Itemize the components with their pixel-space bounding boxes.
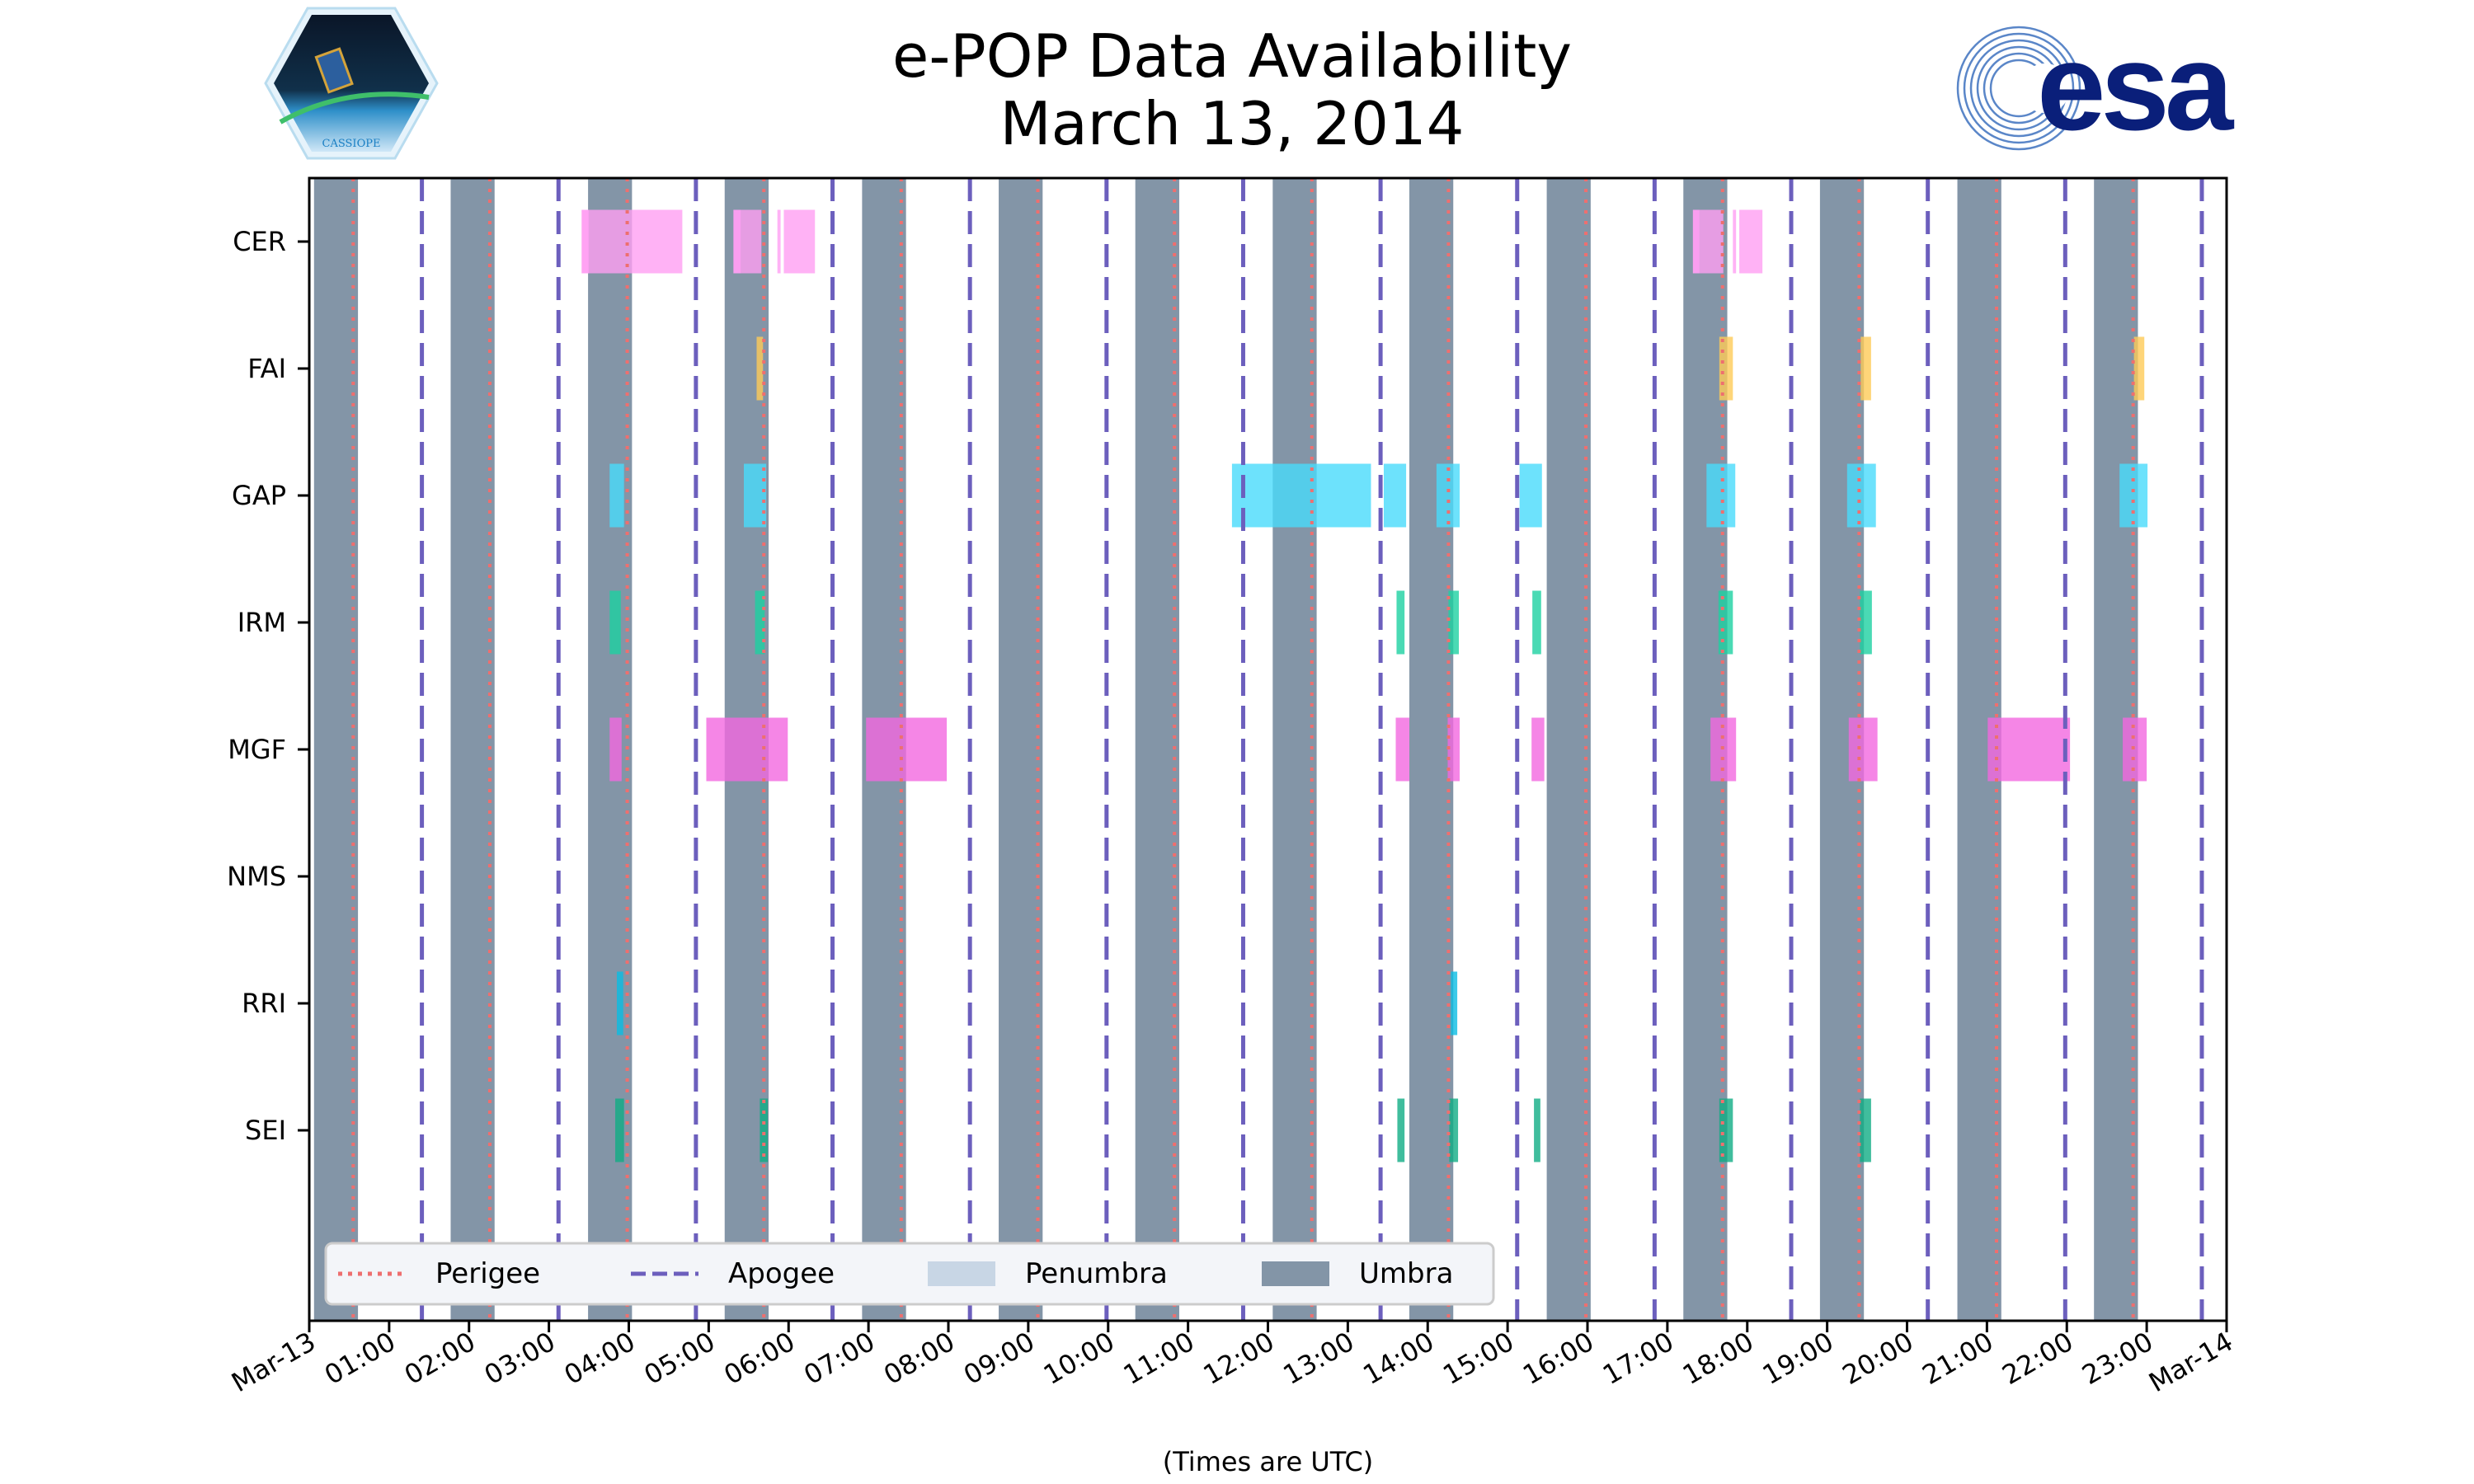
legend-umbra-swatch <box>1262 1261 1329 1286</box>
data-bar-sei <box>1860 1098 1871 1162</box>
x-tick-label: 12:00 <box>1198 1326 1280 1391</box>
x-tick-label: 17:00 <box>1597 1326 1679 1391</box>
x-tick-label: 22:00 <box>1997 1326 2078 1391</box>
umbra-band <box>1272 178 1317 1321</box>
umbra-band <box>999 178 1043 1321</box>
data-bar-fai <box>2133 336 2145 401</box>
x-tick-label: 13:00 <box>1278 1326 1360 1391</box>
data-bar-irm <box>609 590 621 655</box>
data-bar-gap <box>744 463 767 528</box>
data-bar-irm <box>1718 590 1733 655</box>
data-bar-rri <box>1451 971 1458 1036</box>
esa-logo: esa <box>1954 22 2293 154</box>
legend-label-apogee: Apogee <box>728 1257 835 1290</box>
data-bar-gap <box>609 463 624 528</box>
x-tick-label: 16:00 <box>1517 1326 1599 1391</box>
x-tick-label: 10:00 <box>1038 1326 1120 1391</box>
data-bar-cer <box>581 209 683 274</box>
y-tick-label: MGF <box>228 734 286 765</box>
data-bar-gap <box>1436 463 1460 528</box>
legend-label-perigee: Perigee <box>435 1257 540 1290</box>
x-tick-label: 07:00 <box>798 1326 880 1391</box>
umbra-band <box>450 178 495 1321</box>
x-tick-label: 20:00 <box>1837 1326 1919 1391</box>
x-tick-label: Mar-14 <box>2143 1326 2238 1398</box>
legend-box <box>324 1242 1495 1306</box>
data-bar-cer <box>1733 209 1737 274</box>
x-tick-label: 08:00 <box>878 1326 960 1391</box>
svg-text:CASSIOPE: CASSIOPE <box>322 138 381 150</box>
x-tick-label: Mar-13 <box>226 1326 321 1398</box>
data-bar-gap <box>1231 463 1371 528</box>
data-bar-fai <box>1719 336 1733 401</box>
data-bar-irm <box>1448 590 1460 655</box>
x-axis-label: (Times are UTC) <box>1163 1446 1373 1477</box>
x-tick-label: 14:00 <box>1357 1326 1439 1391</box>
data-bar-gap <box>1519 463 1542 528</box>
data-bar-sei <box>1397 1098 1405 1162</box>
x-tick-label: 03:00 <box>479 1326 561 1391</box>
data-bar-sei <box>1719 1098 1733 1162</box>
data-bar-mgf <box>1531 717 1545 782</box>
x-tick-label: 11:00 <box>1118 1326 1200 1391</box>
y-tick-label: SEI <box>245 1115 286 1146</box>
umbra-band <box>1409 178 1454 1321</box>
y-tick-label: CER <box>233 226 286 257</box>
data-bar-gap <box>1383 463 1407 528</box>
data-bar-rri <box>616 971 623 1036</box>
data-bar-cer <box>733 209 762 274</box>
y-tick-label: IRM <box>238 607 286 638</box>
data-bar-irm <box>1860 590 1872 655</box>
chart-title-line1: e-POP Data Availability <box>892 21 1572 91</box>
legend-label-umbra: Umbra <box>1359 1257 1453 1290</box>
x-tick-label: 02:00 <box>399 1326 481 1391</box>
umbra-band <box>313 178 359 1321</box>
umbra-band <box>1135 178 1179 1321</box>
legend-penumbra-swatch <box>928 1261 995 1286</box>
chart-title-line2: March 13, 2014 <box>999 89 1465 158</box>
x-tick-label: 01:00 <box>319 1326 401 1391</box>
x-tick-label: 06:00 <box>718 1326 800 1391</box>
data-bar-irm <box>1532 590 1541 655</box>
data-bar-gap <box>2119 463 2148 528</box>
data-bar-irm <box>755 590 765 655</box>
x-tick-label: 19:00 <box>1757 1326 1839 1391</box>
data-bar-mgf <box>866 717 948 782</box>
data-bar-mgf <box>1395 717 1409 782</box>
data-bar-gap <box>1846 463 1876 528</box>
data-bar-mgf <box>1848 717 1878 782</box>
legend-label-penumbra: Penumbra <box>1025 1257 1168 1290</box>
data-bar-mgf <box>706 717 788 782</box>
data-bar-sei <box>615 1098 624 1162</box>
x-tick-label: 18:00 <box>1677 1326 1759 1391</box>
data-bar-cer <box>777 209 781 274</box>
data-bar-mgf <box>609 717 622 782</box>
x-tick-label: 21:00 <box>1917 1326 1999 1391</box>
cassiope-logo: CASSIOPE <box>264 7 439 160</box>
umbra-band <box>1546 178 1591 1321</box>
y-tick-label: FAI <box>247 353 286 384</box>
svg-text:esa: esa <box>2037 22 2235 154</box>
data-bar-sei <box>760 1098 769 1162</box>
data-bar-cer <box>1692 209 1724 274</box>
data-bar-mgf <box>1447 717 1460 782</box>
y-tick-label: GAP <box>232 480 286 511</box>
x-tick-label: 09:00 <box>958 1326 1040 1391</box>
x-tick-label: 04:00 <box>559 1326 641 1391</box>
x-tick-label: 15:00 <box>1437 1326 1519 1391</box>
data-bar-irm <box>1396 590 1405 655</box>
data-bar-sei <box>1449 1098 1459 1162</box>
data-bar-cer <box>1739 209 1763 274</box>
y-tick-label: RRI <box>242 988 286 1019</box>
data-bar-cer <box>783 209 816 274</box>
y-tick-label: NMS <box>227 861 286 892</box>
data-bar-sei <box>1534 1098 1540 1162</box>
data-bar-gap <box>1706 463 1736 528</box>
x-tick-label: 05:00 <box>639 1326 721 1391</box>
x-tick-label: 23:00 <box>2077 1326 2158 1391</box>
data-bar-mgf <box>1987 717 2071 782</box>
data-bar-fai <box>756 336 764 401</box>
data-bar-fai <box>1860 336 1871 401</box>
